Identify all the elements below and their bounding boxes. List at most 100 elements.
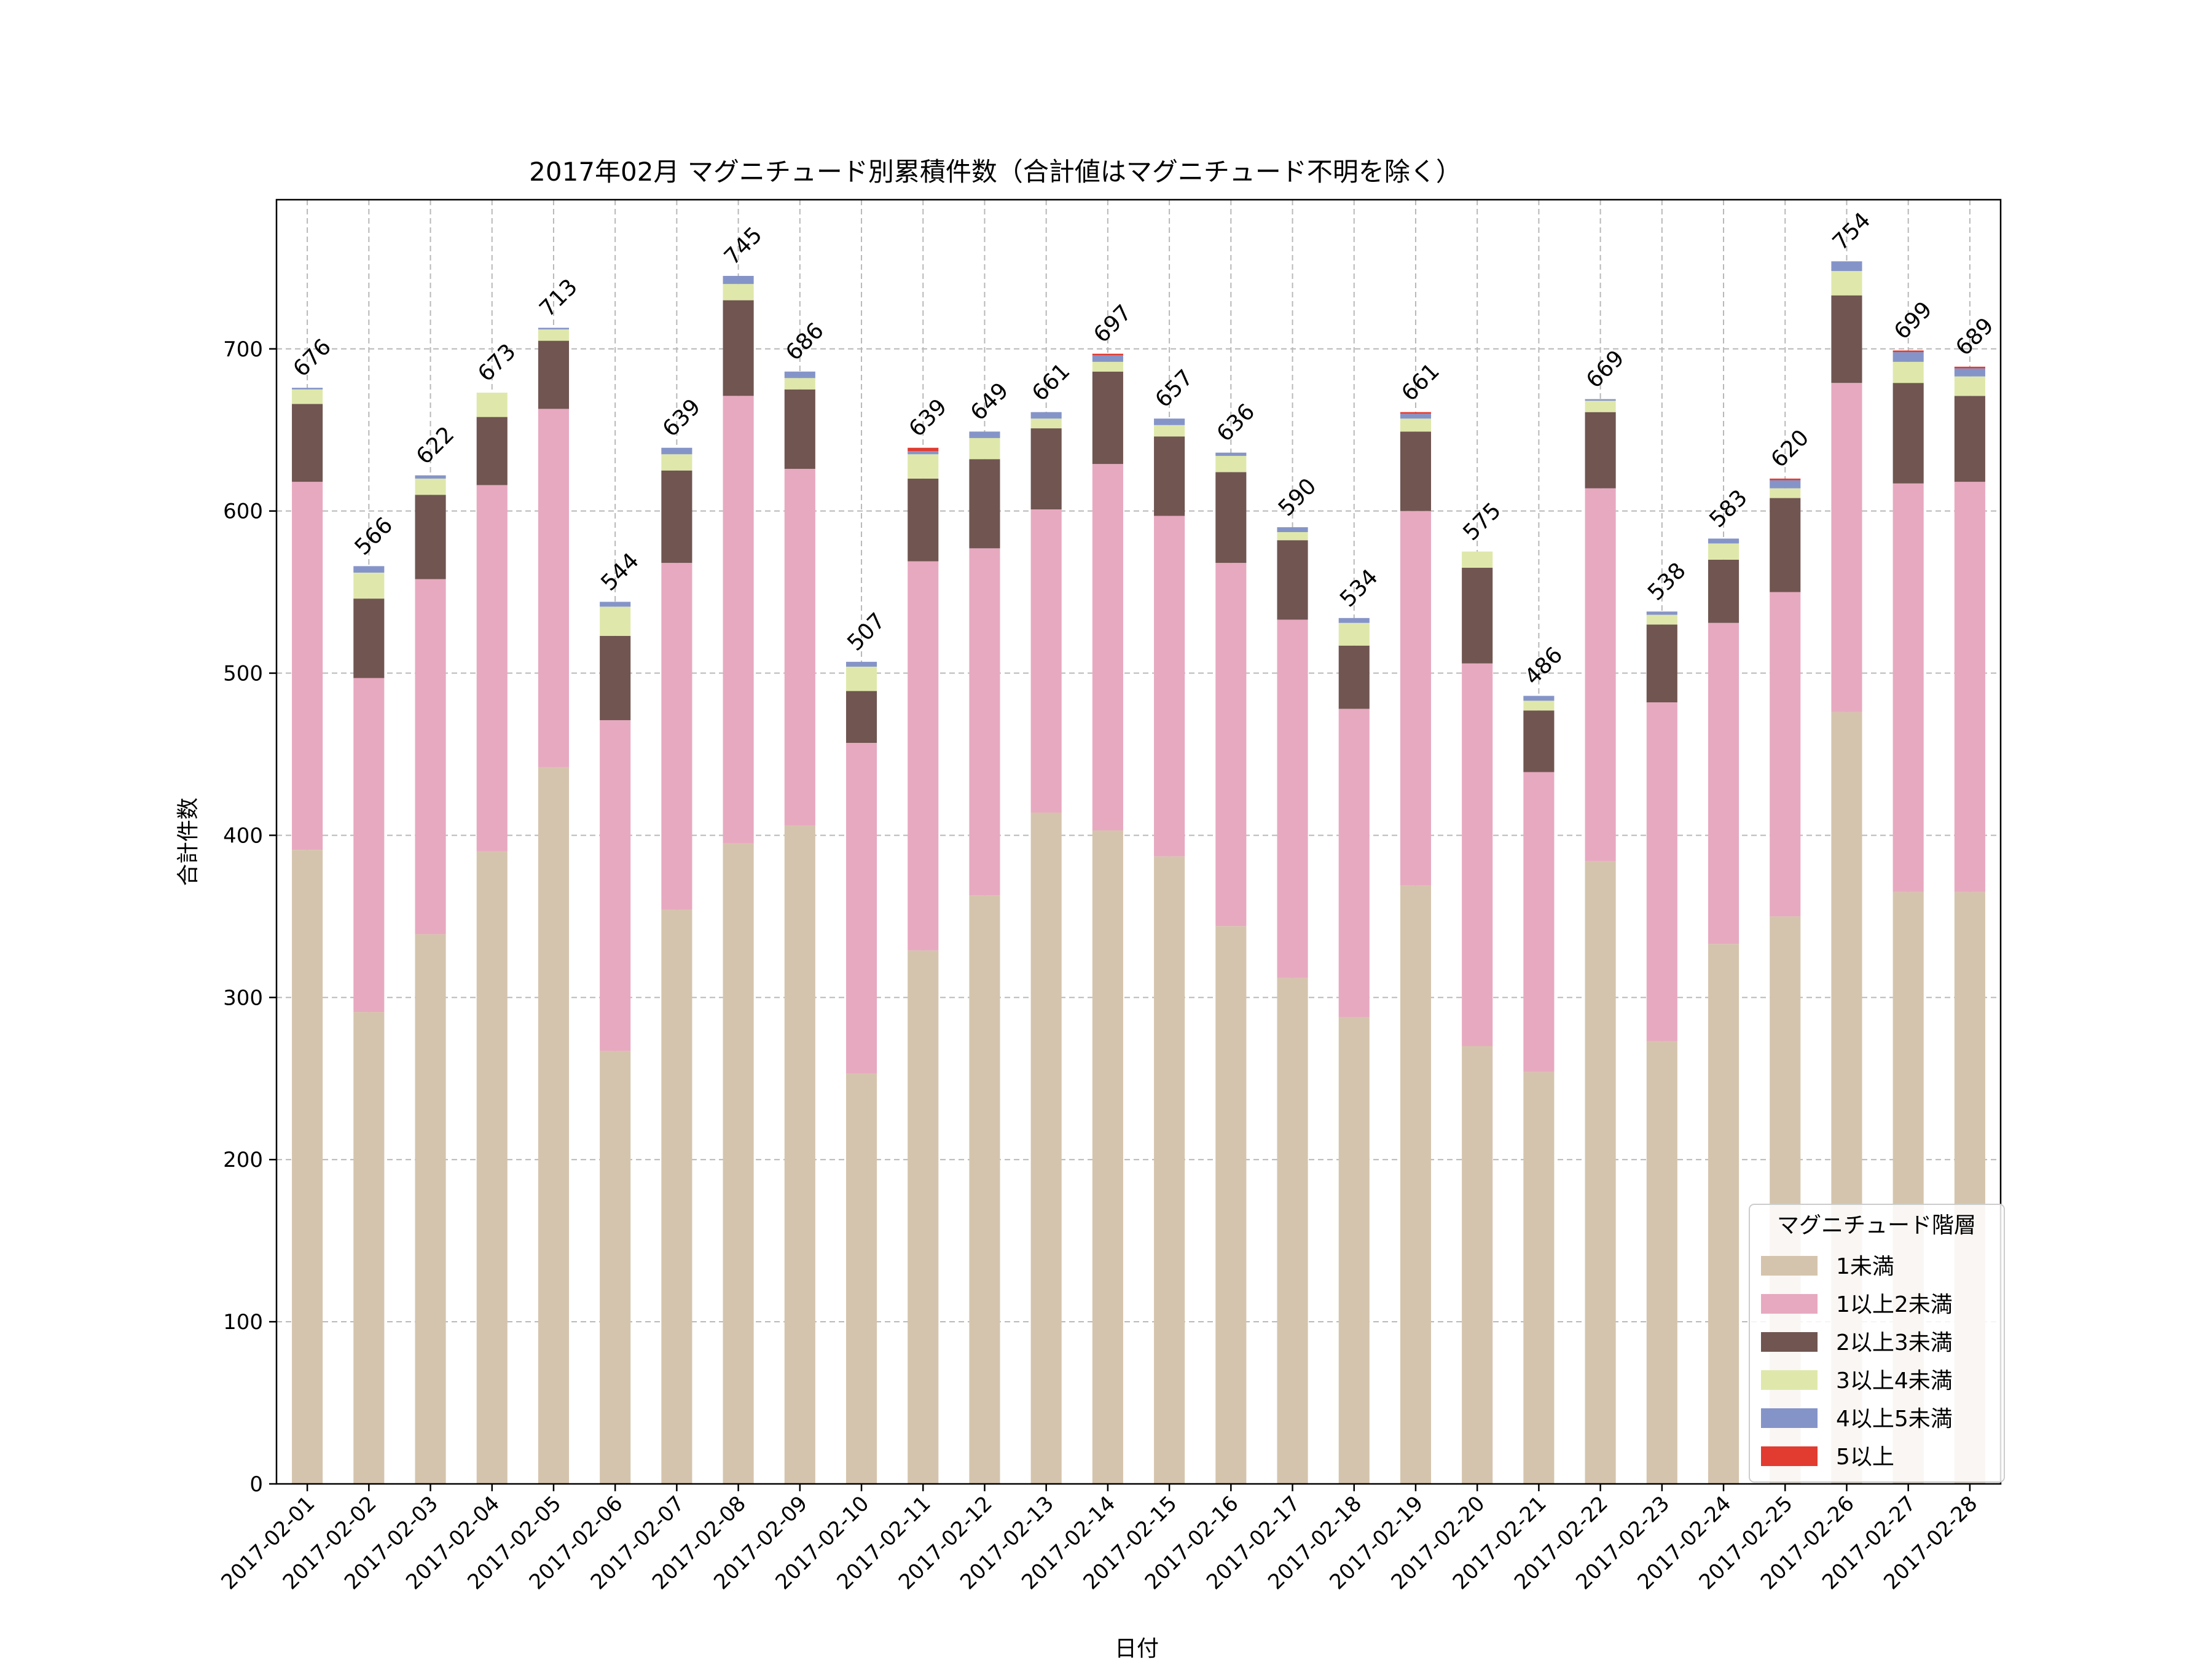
bar-segment [353,566,385,573]
bar-segment [1215,472,1247,563]
bar-segment [353,598,385,678]
bar-segment [1030,412,1062,419]
bar-segment [1708,622,1739,944]
y-tick-label: 600 [223,500,263,524]
bar-segment [1215,926,1247,1484]
bar-segment [784,378,815,390]
legend-swatch [1761,1370,1818,1390]
bar-segment [1954,482,1985,892]
bar-segment [1892,352,1924,362]
bar-segment [1892,483,1924,892]
bar-segment [969,431,1000,438]
legend-items: 1未満 1以上2未満 2以上3未満 3以上4未満 4以上5未満 5以上 [1761,1254,1953,1470]
bar-segment [1154,856,1185,1484]
bar-segment [1462,551,1493,568]
bar-segment [1277,619,1308,978]
bar-segment [845,1073,877,1484]
bar-segment [908,447,939,452]
legend-label: 1以上2未満 [1836,1292,1953,1317]
bar-segment [723,396,754,844]
bar-segment [292,389,323,404]
bar-segment [1770,488,1801,498]
bar-segment [1646,614,1677,625]
bar-segment [415,495,446,579]
legend-label: 2以上3未満 [1836,1330,1953,1355]
bar-segment [1585,399,1616,401]
bar-segment [1462,663,1493,1046]
bar-segment [845,662,877,667]
bar-segment [1215,563,1247,927]
bar-segment [1585,412,1616,488]
bar-segment [538,327,570,330]
bar-segment [476,485,508,852]
bar-segment [1831,261,1862,272]
legend-label: 4以上5未満 [1836,1406,1953,1432]
bar-segment [1092,353,1123,356]
bar-segment [908,451,939,455]
bar-segment [476,851,508,1484]
bar-segment [415,478,446,495]
legend-swatch [1761,1446,1818,1466]
bar-segment [969,895,1000,1484]
bar-segment [1030,812,1062,1484]
bar-segment [1030,418,1062,429]
bar-segment [1831,383,1862,712]
legend-label: 1未満 [1836,1254,1894,1279]
bar-segment [353,1012,385,1484]
bar-segment [353,572,385,599]
legend-label: 5以上 [1836,1445,1894,1470]
bar-segment [908,561,939,951]
bar-segment [1954,396,1985,482]
bar-segment [415,475,446,479]
bar-segment [723,284,754,300]
bar-segment [1215,455,1247,473]
bar-segment [1092,361,1123,372]
bar-segment [1154,436,1185,516]
legend-swatch [1761,1332,1818,1352]
bar-segment [1277,540,1308,620]
bar-segment [1770,592,1801,917]
bar-segment [845,743,877,1074]
bar-segment [1277,527,1308,532]
bar-segment [1030,509,1062,813]
bar-segment [600,606,631,636]
bar-segment [292,404,323,482]
bar-segment [723,276,754,284]
bar-segment [292,388,323,390]
bar-segment [1585,861,1616,1484]
bar-segment [1708,543,1739,560]
bar-segment [1708,559,1739,623]
y-tick-label: 0 [249,1472,263,1497]
bar-segment [1523,710,1555,772]
bar-segment [1708,944,1739,1484]
bar-segment [784,371,815,378]
legend-label: 3以上4未満 [1836,1368,1953,1394]
bar-segment [1338,708,1370,1017]
bar-segment [1277,531,1308,541]
bar-segment [1154,418,1185,425]
bar-segment [1030,428,1062,510]
bar-segment [1092,355,1123,362]
y-tick-label: 400 [223,823,263,848]
bar-segment [353,678,385,1013]
bar-segment [1523,696,1555,701]
bar-segment [1770,478,1801,480]
bar-segment [538,329,570,341]
bar-segment [1954,366,1985,369]
bar-segment [1892,383,1924,484]
bar-segment [1462,1046,1493,1484]
bar-segment [969,437,1000,460]
x-axis-label: 日付 [1115,1636,1159,1659]
bar-segment [292,482,323,850]
bar-segment [969,548,1000,896]
bar-segment [661,563,692,910]
legend: マグニチュード階層 1未満 1以上2未満 2以上3未満 3以上4未満 4以上5未満 5以上 [1749,1204,2005,1483]
bar-segment [1954,376,1985,396]
bar-segment [1954,368,1985,377]
bar-segment [845,691,877,743]
bar-segment [600,1051,631,1484]
bar-segment [723,843,754,1484]
y-tick-label: 200 [223,1148,263,1172]
bar-segment [476,393,508,417]
